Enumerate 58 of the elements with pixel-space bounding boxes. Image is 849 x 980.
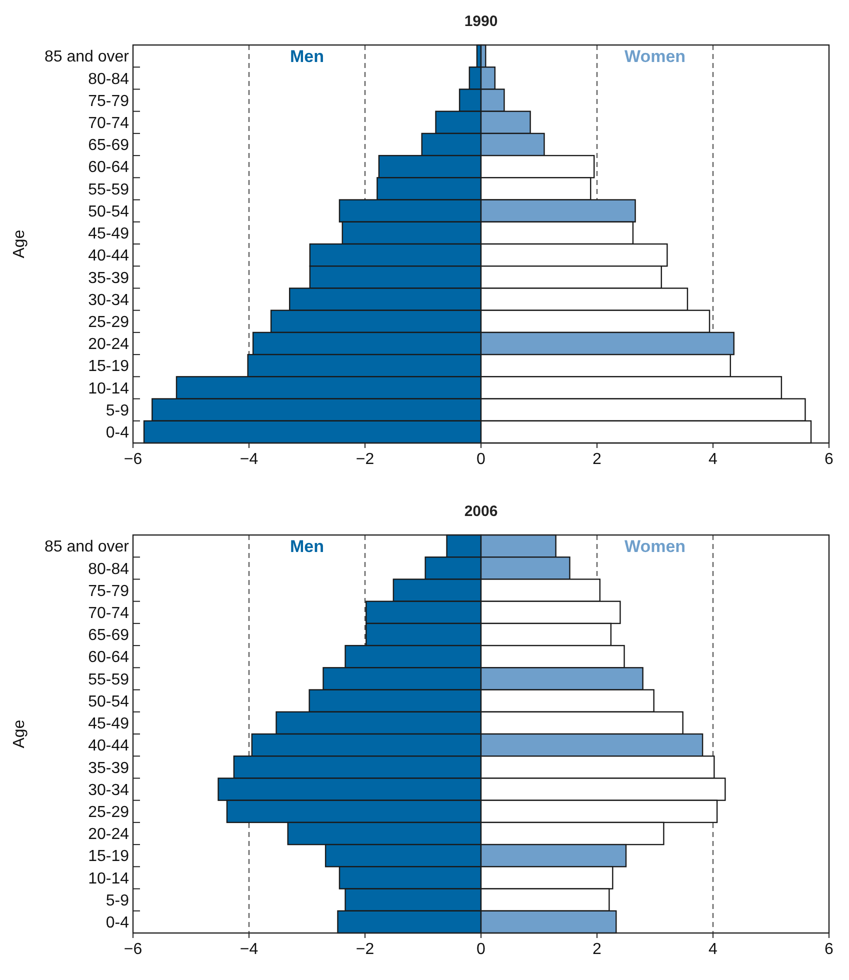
x-tick-label: 0 <box>476 941 486 958</box>
y-tick-label: 0-4 <box>106 424 130 442</box>
y-tick-label: 30-34 <box>88 782 130 799</box>
x-tick-label: −4 <box>240 941 258 958</box>
text: Men <box>290 537 324 556</box>
y-tick-label: 50-54 <box>88 693 130 710</box>
y-tick-label: 85 and over <box>44 538 130 556</box>
y-tick-label: 60-64 <box>88 649 130 666</box>
x-tick-label: 2 <box>592 451 602 468</box>
x-tick-label: 4 <box>708 451 718 468</box>
x-tick-label: −4 <box>240 451 258 468</box>
x-tick-label: 2 <box>592 941 602 958</box>
y-tick-label: 5-9 <box>106 402 130 420</box>
x-tick-label: −2 <box>356 451 374 468</box>
y-tick-label: 80-84 <box>88 70 130 88</box>
y-tick-label: 5-9 <box>106 892 130 910</box>
y-tick-label: 40-44 <box>88 738 130 755</box>
chart-title: 1990 <box>464 13 498 30</box>
y-tick-label: 45-49 <box>88 226 130 243</box>
y-tick-label: 20-24 <box>88 336 130 354</box>
x-tick-label: 4 <box>708 941 718 958</box>
y-tick-label: 0-4 <box>106 914 130 932</box>
y-tick-label: 15-19 <box>88 358 130 376</box>
y-tick-label: 55-59 <box>88 181 130 198</box>
y-tick-label: 20-24 <box>88 826 130 844</box>
y-tick-label: 55-59 <box>88 671 130 688</box>
y-tick-label: 45-49 <box>88 716 130 733</box>
y-tick-label: 10-14 <box>88 380 130 398</box>
text: Women <box>624 47 686 66</box>
y-tick-label: 35-39 <box>88 760 130 777</box>
y-tick-label: 15-19 <box>88 848 130 866</box>
y-tick-label: 75-79 <box>88 582 130 600</box>
x-tick-label: 6 <box>824 451 834 468</box>
y-tick-label: 25-29 <box>88 314 130 331</box>
x-tick-label: −2 <box>356 941 374 958</box>
x-tick-label: −6 <box>124 941 142 958</box>
text: Men <box>290 47 324 66</box>
y-tick-label: 70-74 <box>88 604 130 622</box>
series-label: Women <box>624 537 686 556</box>
x-tick-label: 6 <box>824 941 834 958</box>
chart-title: 2006 <box>464 503 498 520</box>
y-tick-label: 30-34 <box>88 292 130 309</box>
y-tick-label: 75-79 <box>88 92 130 110</box>
y-tick-label: 85 and over <box>44 48 130 66</box>
y-tick-label: 70-74 <box>88 114 130 132</box>
y-tick-label: 25-29 <box>88 804 130 821</box>
y-tick-label: 65-69 <box>88 137 130 154</box>
y-tick-label: 50-54 <box>88 203 130 220</box>
y-tick-label: 80-84 <box>88 560 130 578</box>
y-axis-title: Age <box>11 720 28 748</box>
y-tick-label: 60-64 <box>88 159 130 176</box>
y-tick-label: 10-14 <box>88 870 130 888</box>
x-tick-label: −6 <box>124 451 142 468</box>
y-tick-label: 35-39 <box>88 270 130 287</box>
y-tick-label: 40-44 <box>88 248 130 265</box>
y-tick-label: 65-69 <box>88 627 130 644</box>
y-axis-title: Age <box>11 230 28 258</box>
x-tick-label: 0 <box>476 451 486 468</box>
